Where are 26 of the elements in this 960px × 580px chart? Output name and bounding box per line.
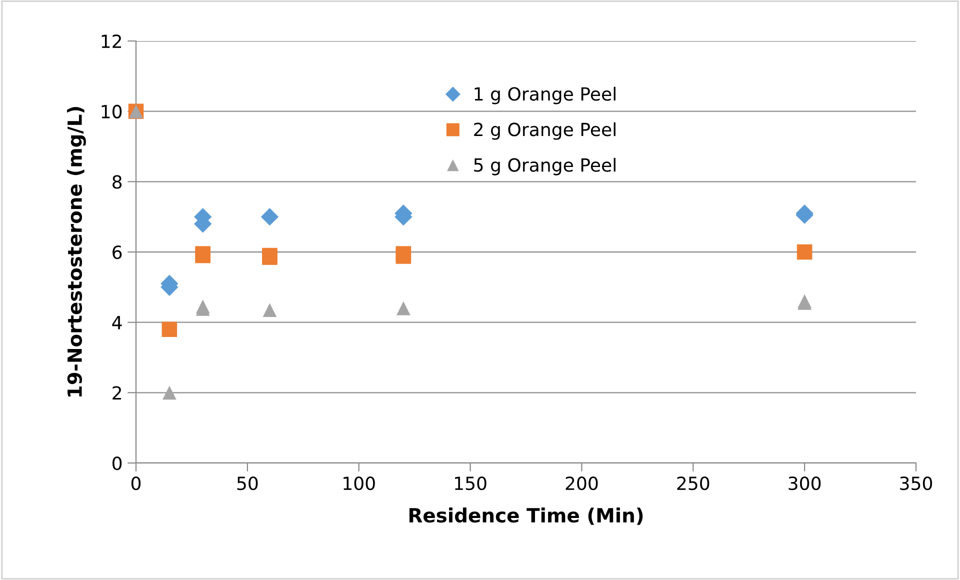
y-tick-label: 12 [102, 34, 121, 48]
point [396, 301, 410, 316]
x-axis-title: Residence Time (Min) [409, 508, 643, 525]
x-tick-label: 300 [788, 476, 821, 490]
point [260, 208, 279, 226]
x-tick-label: 0 [131, 476, 141, 490]
y-axis-title: 19-Nortestosterone (mg/L) [66, 107, 86, 396]
legend-label: 1 g Orange Peel [474, 86, 616, 104]
point [796, 244, 812, 260]
y-tick-label: 2 [112, 386, 121, 400]
x-tick-label: 100 [344, 476, 375, 490]
x-tick-label: 250 [677, 476, 710, 490]
point [162, 322, 178, 338]
y-tick-label: 4 [112, 316, 122, 330]
y-tick-label: 6 [112, 245, 122, 260]
x-tick-label: 200 [566, 476, 598, 490]
y-tick-label: 10 [102, 104, 122, 118]
point [262, 303, 277, 317]
legend-label: 2 g Orange Peel [474, 122, 616, 140]
x-tick-label: 150 [455, 476, 486, 490]
x-tick-label: 50 [237, 476, 258, 490]
legend-label: 5 g Orange Peel [474, 158, 616, 176]
x-tick-label: 350 [900, 476, 932, 490]
y-tick-label: 8 [112, 175, 122, 189]
point [162, 386, 176, 400]
y-tick-label: 0 [112, 456, 122, 470]
